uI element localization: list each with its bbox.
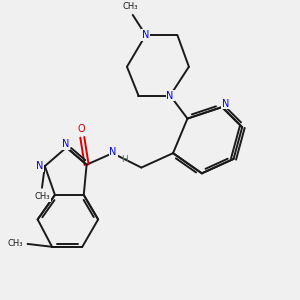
Text: N: N bbox=[62, 139, 70, 149]
Text: N: N bbox=[110, 147, 117, 157]
Text: N: N bbox=[167, 91, 174, 100]
Text: CH₃: CH₃ bbox=[123, 2, 138, 11]
Text: H: H bbox=[121, 155, 128, 164]
Text: N: N bbox=[36, 161, 43, 171]
Text: CH₃: CH₃ bbox=[8, 239, 23, 248]
Text: CH₃: CH₃ bbox=[35, 193, 50, 202]
Text: N: N bbox=[222, 99, 229, 109]
Text: O: O bbox=[77, 124, 85, 134]
Text: N: N bbox=[142, 30, 149, 40]
